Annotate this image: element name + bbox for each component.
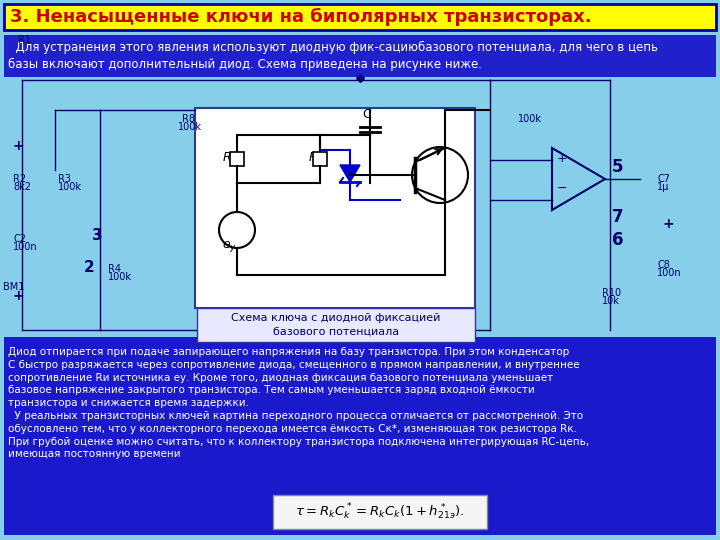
Text: C7: C7 (657, 174, 670, 184)
Text: R3: R3 (58, 174, 71, 184)
Text: 8k2: 8k2 (13, 182, 31, 192)
Text: Диод отпирается при подаче запирающего напряжения на базу транзистора. При этом : Диод отпирается при подаче запирающего н… (8, 347, 589, 460)
Text: 7: 7 (612, 208, 624, 226)
Bar (313, 152, 327, 166)
Text: Схема ключа с диодной фиксацией
базового потенциала: Схема ключа с диодной фиксацией базового… (231, 313, 441, 337)
FancyBboxPatch shape (195, 108, 475, 308)
Text: 10k: 10k (602, 296, 620, 306)
Text: $e_у$: $e_у$ (222, 239, 237, 254)
Text: C2: C2 (13, 234, 26, 244)
Polygon shape (340, 165, 360, 182)
Text: R10: R10 (602, 288, 621, 298)
Text: 100n: 100n (13, 242, 37, 252)
Text: −: − (557, 182, 567, 195)
Text: 100k: 100k (58, 182, 82, 192)
Text: $\tau = R_k C_k^* = R_k C_k (1 + h_{21э}^*).$: $\tau = R_k C_k^* = R_k C_k (1 + h_{21э}… (295, 502, 464, 522)
Text: 2: 2 (84, 260, 95, 275)
Text: R8: R8 (182, 114, 195, 124)
Text: C8: C8 (657, 260, 670, 270)
FancyBboxPatch shape (197, 308, 475, 342)
Text: +: + (13, 139, 24, 153)
Text: BM1: BM1 (3, 282, 24, 292)
Text: R1: R1 (18, 35, 31, 45)
Text: 5: 5 (612, 158, 624, 176)
FancyBboxPatch shape (4, 337, 716, 535)
FancyBboxPatch shape (273, 495, 487, 529)
Text: R2: R2 (13, 174, 26, 184)
Text: $R_\delta$: $R_\delta$ (308, 151, 323, 166)
Text: 3: 3 (92, 228, 103, 243)
Text: $R_и$: $R_и$ (222, 151, 238, 166)
Text: 6: 6 (612, 231, 624, 249)
FancyBboxPatch shape (4, 4, 716, 30)
Text: 100k: 100k (108, 272, 132, 282)
Text: +: + (13, 289, 24, 303)
Text: +: + (557, 152, 567, 165)
Text: C: C (362, 108, 371, 121)
Text: Для устранения этого явления используют диодную фик-сациюбазового потенциала, дл: Для устранения этого явления используют … (8, 41, 658, 71)
Bar (230, 152, 244, 166)
Text: R4: R4 (108, 264, 121, 274)
Text: 1µ: 1µ (657, 182, 670, 192)
Text: 3. Ненасыщенные ключи на биполярных транзисторах.: 3. Ненасыщенные ключи на биполярных тран… (10, 8, 592, 26)
Text: 100k: 100k (178, 122, 202, 132)
Text: 100n: 100n (657, 268, 682, 278)
FancyBboxPatch shape (4, 35, 716, 77)
Text: +: + (662, 217, 674, 231)
Text: 100k: 100k (518, 114, 542, 124)
